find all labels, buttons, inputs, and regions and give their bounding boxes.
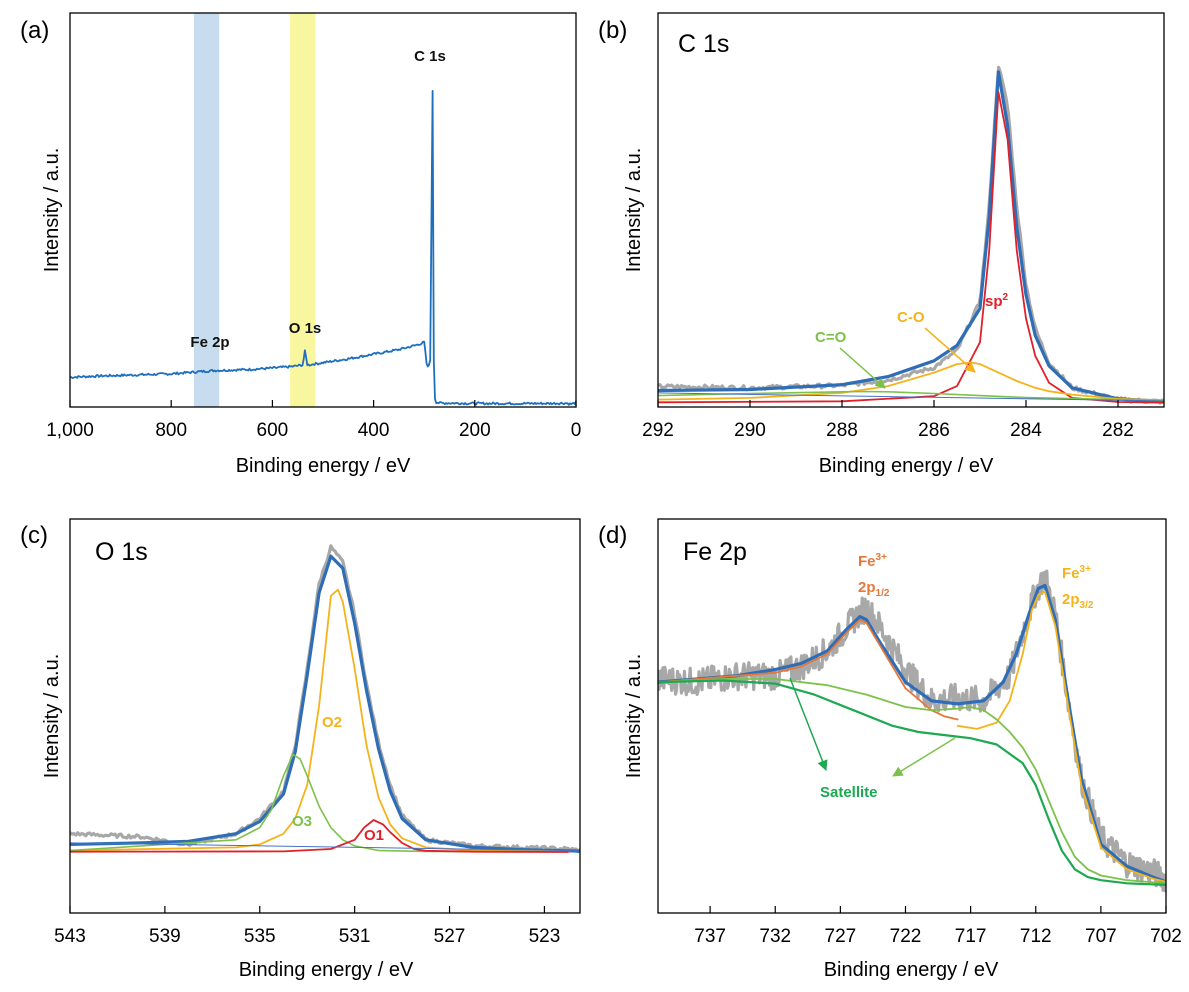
series-fe3-2p1-2 [658,618,959,721]
panel-c-xlabel: Binding energy / eV [239,959,414,981]
panel-a-fe2p-label: Fe 2p [190,334,229,351]
series-fe3-2p3-2 [956,590,1166,883]
panel-d-fe32-ion: Fe3+ [1062,564,1091,582]
panel-b-label: (b) [598,17,627,44]
x-tick-label: 800 [155,420,187,441]
series-survey [70,90,576,406]
x-tick-label: 292 [642,420,674,441]
panel-c-frame [69,518,581,914]
series-baseline [70,842,580,852]
panel-c-o1-label: O1 [364,827,384,844]
panel-b-cdo-label: C=O [815,329,847,346]
series-o1 [70,819,569,853]
panel-d-satellite-arrow-right [892,737,956,777]
x-tick-label: 600 [257,420,289,441]
panel-d-xlabel: Binding energy / eV [824,959,999,981]
x-tick-label: 539 [149,926,181,947]
panel-d-plot [658,569,1166,893]
panel-d-fe2p: 737 732 727 722 717 712 707 702 (d) Fe 2p Bindi… [598,518,1182,981]
x-tick-label: 282 [1102,420,1134,441]
panel-a-survey: 1,000 800 600 400 200 0 (a) Binding energy / … [20,12,581,477]
panel-a-label: (a) [20,17,49,44]
series-envelope [658,70,1164,403]
series-satellite [658,678,1166,885]
x-tick-label: 737 [694,926,726,947]
panel-d-label: (d) [598,522,627,549]
x-tick-label: 717 [955,926,987,947]
x-tick-label: 722 [890,926,922,947]
panel-b-plot [658,65,1164,405]
x-tick-label: 702 [1150,926,1182,947]
x-tick-label: 531 [339,926,371,947]
panel-c-o3-label: O3 [292,813,312,830]
x-tick-label: 707 [1085,926,1117,947]
panel-c-ylabel: Intensity / a.u. [41,654,63,779]
panel-b-c1s: 292 290 288 286 284 282 (b) C 1s Binding ener… [598,12,1165,477]
panel-c-o1s: 543 539 535 531 527 523 (c) O 1s Binding ener… [20,518,581,981]
panel-b-co-label: C-O [897,309,925,326]
panel-c-o2-label: O2 [322,714,342,731]
panel-d-frame [657,518,1167,914]
x-tick-label: 200 [459,420,491,441]
series-raw [70,544,580,854]
series-o3 [70,753,522,853]
x-tick-label: 523 [529,926,561,947]
panel-d-fe12-orbital: 2p1/2 [858,579,890,599]
panel-a-frame [69,12,577,408]
panel-d-satellite-arrow-left [789,677,828,771]
series-envelope [658,583,1166,884]
panel-b-x-axis: 292 290 288 286 284 282 [642,400,1134,441]
panel-d-x-axis: 737 732 727 722 717 712 707 702 [694,906,1182,947]
x-tick-label: 727 [825,926,857,947]
panel-d-fe32-orbital: 2p3/2 [1062,591,1094,611]
x-tick-label: 535 [244,926,276,947]
series-o2 [70,588,569,853]
x-tick-label: 1,000 [46,420,94,441]
series-raw [658,65,1164,405]
panel-d-fe12-ion: Fe3+ [858,552,887,570]
panel-d-title: Fe 2p [683,538,747,566]
panel-a-c1s-label: C 1s [414,48,446,65]
panel-b-co-arrow [924,327,976,373]
panel-a-x-axis: 1,000 800 600 400 200 0 [46,400,581,441]
x-tick-label: 284 [1010,420,1042,441]
panel-c-label: (c) [20,522,48,549]
x-tick-label: 0 [571,420,582,441]
panel-c-x-axis: 543 539 535 531 527 523 [54,906,560,947]
panel-a-bands [193,13,316,407]
panel-a-xlabel: Binding energy / eV [236,455,411,477]
panel-d-satellite-label: Satellite [820,784,878,801]
x-tick-label: 290 [734,420,766,441]
panel-b-title: C 1s [678,30,729,58]
x-tick-label: 400 [358,420,390,441]
panel-c-plot [70,544,580,854]
series-c-o [658,390,1164,402]
series-background [658,679,1166,886]
panel-b-ylabel: Intensity / a.u. [623,148,645,273]
panel-b-xlabel: Binding energy / eV [819,455,994,477]
x-tick-label: 286 [918,420,950,441]
x-tick-label: 288 [826,420,858,441]
panel-b-sp2-label: sp2 [985,292,1009,310]
band-o-1s [290,13,316,407]
series-baseline [658,392,1164,402]
series-c-o [658,361,1164,402]
panel-a-ylabel: Intensity / a.u. [41,148,63,273]
panel-c-title: O 1s [95,538,148,566]
series-envelope [70,554,580,853]
panel-b-cdo-arrow [839,347,886,389]
panel-a-plot [70,90,576,406]
panel-b-frame [657,12,1165,408]
x-tick-label: 543 [54,926,86,947]
panel-a-o1s-label: O 1s [289,320,322,337]
x-tick-label: 712 [1020,926,1052,947]
panel-d-ylabel: Intensity / a.u. [623,654,645,779]
series-sp2 [658,91,1164,404]
band-fe-2p [193,13,220,407]
x-tick-label: 527 [434,926,466,947]
x-tick-label: 732 [759,926,791,947]
